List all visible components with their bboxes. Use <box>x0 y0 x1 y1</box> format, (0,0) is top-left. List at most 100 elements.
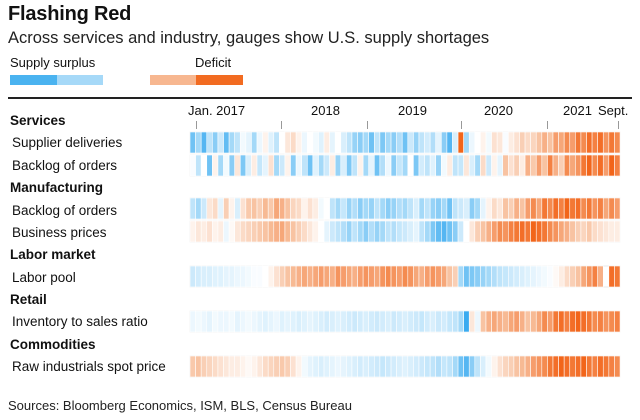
heatmap-cell <box>547 310 554 333</box>
heatmap-cell <box>519 131 526 154</box>
heatmap-cell <box>262 310 269 333</box>
heatmap-cell <box>284 154 291 177</box>
heatmap-cell <box>586 355 593 378</box>
heatmap-cell <box>234 220 241 243</box>
heatmap-cell <box>295 197 303 220</box>
heatmap-cell <box>452 154 459 177</box>
heatmap-cell <box>368 154 375 177</box>
heatmap-cell <box>418 265 425 288</box>
heatmap-cell <box>614 310 621 333</box>
heatmap-cell <box>379 355 386 378</box>
heatmap-cell <box>195 131 202 154</box>
heatmap-cell <box>284 310 291 333</box>
heatmap-cell <box>552 265 559 288</box>
heatmap-cell <box>357 310 364 333</box>
heatmap-cell <box>580 154 587 177</box>
heatmap-cell <box>212 197 219 220</box>
heatmap-cell <box>424 197 431 220</box>
heatmap-cell <box>446 131 453 154</box>
heatmap-cell <box>435 154 442 177</box>
heatmap-cell <box>401 197 409 220</box>
legend-color-scale <box>10 75 243 85</box>
heatmap-cell <box>329 355 336 378</box>
heatmap-cell <box>457 197 464 220</box>
heatmap-cell <box>212 220 219 243</box>
heatmap-cell <box>480 220 487 243</box>
heatmap-cell <box>530 310 537 333</box>
heatmap-cell <box>195 220 202 243</box>
heatmap-cell <box>323 154 330 177</box>
heatmap-cell <box>480 355 487 378</box>
heatmap-cell <box>273 220 280 243</box>
heatmap-cell <box>351 355 358 378</box>
heatmap-cell <box>586 220 593 243</box>
heatmap-cell <box>323 220 330 243</box>
heatmap-cell <box>535 197 543 220</box>
heatmap-cell <box>485 197 492 220</box>
heatmap-cell <box>597 154 604 177</box>
heatmap-cell <box>212 131 219 154</box>
legend-deficit-label: Deficit <box>195 55 232 70</box>
heatmap-cell <box>591 154 599 177</box>
heatmap-cell <box>340 154 347 177</box>
heatmap-cell <box>446 355 453 378</box>
heatmap-cell <box>206 197 213 220</box>
heatmap-cell <box>569 220 576 243</box>
heatmap-cell <box>575 131 582 154</box>
heatmap-cell <box>496 131 504 154</box>
heatmap-cell <box>446 154 453 177</box>
heatmap-cell <box>396 310 403 333</box>
heatmap-cell <box>563 197 571 220</box>
heatmap-cell <box>457 220 464 243</box>
heatmap-cell <box>390 154 397 177</box>
heatmap-cell <box>401 310 409 333</box>
heatmap-cell <box>519 355 526 378</box>
heatmap-cell <box>206 154 213 177</box>
heatmap-cell <box>541 154 548 177</box>
heatmap-cell <box>362 131 370 154</box>
heatmap-cell <box>251 310 258 333</box>
heatmap-cell <box>245 310 252 333</box>
heatmap-cell <box>602 355 610 378</box>
heatmap-cell <box>346 154 353 177</box>
heatmap-cell <box>485 265 492 288</box>
heatmap-cell <box>267 355 275 378</box>
heatmap-cell <box>318 220 325 243</box>
heatmap-cell <box>279 355 286 378</box>
heatmap-cell <box>251 265 258 288</box>
heatmap-cell <box>552 131 559 154</box>
heatmap-cell <box>228 197 236 220</box>
heatmap-cell <box>273 154 280 177</box>
heatmap-cell <box>368 131 375 154</box>
heatmap-cell <box>373 220 381 243</box>
heatmap-cell <box>357 355 364 378</box>
heatmap-cell <box>234 154 241 177</box>
heatmap-cell <box>334 310 342 333</box>
heatmap-cell <box>279 131 286 154</box>
heatmap-cell <box>256 154 263 177</box>
heatmap-cell <box>513 154 520 177</box>
heatmap-cell <box>424 310 431 333</box>
heatmap-cell <box>262 265 269 288</box>
heatmap-cell <box>256 131 263 154</box>
heatmap-cell <box>535 220 543 243</box>
heatmap-cell <box>379 131 386 154</box>
heatmap-cell <box>306 220 314 243</box>
heatmap-cell <box>318 355 325 378</box>
tick-label-2021: 2021 <box>563 103 592 118</box>
heatmap-cell <box>245 265 252 288</box>
heatmap-cell <box>407 310 414 333</box>
heatmap-cell <box>575 154 582 177</box>
heatmap-cell <box>195 265 202 288</box>
heatmap-cell <box>435 265 442 288</box>
heatmap-cell <box>334 131 342 154</box>
heatmap-cell <box>496 220 504 243</box>
heatmap-cell <box>340 355 347 378</box>
heatmap-cell <box>496 310 504 333</box>
heatmap-cell <box>608 154 615 177</box>
heatmap-cell <box>245 154 252 177</box>
heatmap-cell <box>474 154 481 177</box>
heatmap-cell <box>608 265 615 288</box>
heatmap-cell <box>223 220 230 243</box>
heatmap-cell <box>457 355 464 378</box>
